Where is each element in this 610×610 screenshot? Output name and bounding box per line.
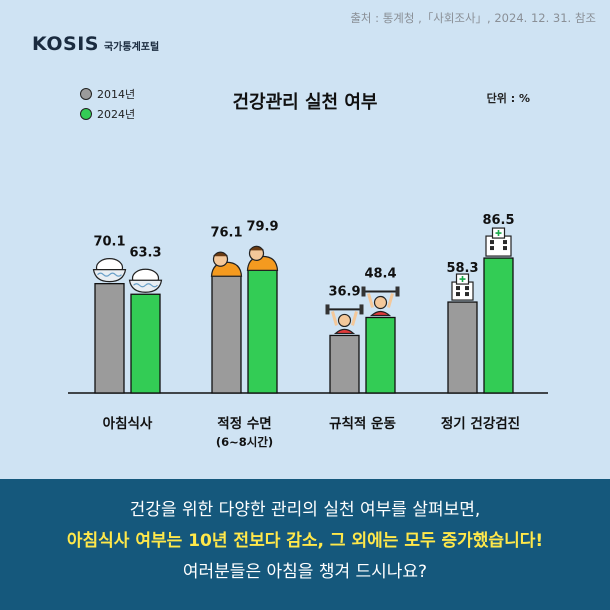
caption-line-1: 건강을 위한 다양한 관리의 실천 여부를 살펴보면, <box>129 500 481 520</box>
weightlifting-person-icon-2014 <box>325 304 364 335</box>
value-label-2014-0: 70.1 <box>93 235 125 250</box>
sleeping-person-icon-2014 <box>210 251 243 277</box>
rice-bowl-icon-2014 <box>92 258 127 283</box>
rice-bowl-icon-2024 <box>128 268 163 293</box>
bar-chart: 70.1 63.3 76.1 79.9 36.9 48.4 58.3 86.5 아침식사 적정 수… <box>68 213 548 449</box>
value-label-2014-2: 36.9 <box>328 284 360 299</box>
bar-2024-2 <box>365 316 396 394</box>
category-label-0: 아침식사 <box>103 415 153 432</box>
weightlifting-person-icon-2024 <box>361 286 400 317</box>
caption-line-2: 아침식사 여부는 10년 전보다 감소, 그 외에는 모두 증가했습니다! <box>66 531 544 551</box>
unit-label: 단위 : % <box>486 92 530 105</box>
value-label-2024-2: 48.4 <box>364 266 396 281</box>
value-label-2024-0: 63.3 <box>129 245 161 260</box>
bar-2024-3 <box>483 257 514 394</box>
legend-item-2014: 2014년 <box>80 86 135 102</box>
category-label-3: 정기 건강검진 <box>441 415 520 432</box>
legend-item-2024: 2024년 <box>80 106 135 122</box>
hospital-building-icon-2014 <box>451 273 474 301</box>
category-label-1: 적정 수면 <box>217 415 271 432</box>
legend-swatch-2024 <box>80 108 92 120</box>
hospital-building-icon-2024 <box>485 227 512 257</box>
value-label-2024-3: 86.5 <box>482 213 514 228</box>
bar-2014-0 <box>94 282 125 394</box>
logo-subtitle: 국가통계포털 <box>103 42 160 53</box>
value-label-2024-1: 79.9 <box>246 219 278 234</box>
chart-title: 건강관리 실천 여부 <box>232 92 378 113</box>
logo-mark: KOSIS <box>32 33 99 55</box>
category-label-2: 규칙적 운동 <box>329 415 396 432</box>
bar-2014-2 <box>329 334 360 394</box>
bar-2014-3 <box>447 301 478 394</box>
category-note-1: (6~8시간) <box>216 435 273 449</box>
caption-box: 건강을 위한 다양한 관리의 실천 여부를 살펴보면, 아침식사 여부는 10년… <box>0 479 610 610</box>
value-label-2014-1: 76.1 <box>210 225 242 240</box>
legend-swatch-2014 <box>80 88 92 100</box>
bar-2014-1 <box>211 273 242 394</box>
value-label-2014-3: 58.3 <box>446 261 478 276</box>
bar-2024-0 <box>130 293 161 394</box>
bar-2024-1 <box>247 267 278 394</box>
source-note: 출처 : 통계청 ,「사회조사」, 2024. 12. 31. 참조 <box>350 11 596 25</box>
caption-line-3: 여러분들은 아침을 챙겨 드시나요? <box>182 562 428 582</box>
sleeping-person-icon-2024 <box>246 245 279 271</box>
legend-label-2014: 2014년 <box>97 88 136 101</box>
legend-label-2024: 2024년 <box>97 108 136 121</box>
chart-legend: 2014년 2024년 <box>80 86 135 126</box>
kosis-logo: KOSIS 국가통계포털 <box>32 33 159 55</box>
